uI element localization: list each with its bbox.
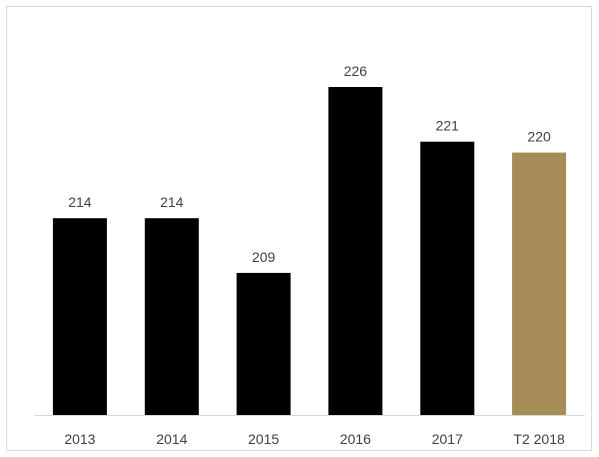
x-tick-label: 2014: [156, 431, 187, 447]
x-tick-label: 2017: [432, 431, 463, 447]
data-label: 221: [436, 118, 460, 134]
data-label: 226: [344, 63, 368, 79]
x-tick-labels-group: 2013 2014 2015 2016 2017 T2 2018: [64, 431, 565, 447]
bars-group: [52, 87, 567, 415]
bar-2013: [52, 218, 107, 415]
bar-2014: [144, 218, 199, 415]
bar-2017: [420, 141, 475, 415]
data-label: 214: [160, 194, 184, 210]
bar-2016: [328, 87, 383, 415]
x-tick-label: 2013: [64, 431, 95, 447]
bar-t2-2018: [512, 152, 567, 415]
data-label: 214: [68, 194, 92, 210]
x-tick-label: T2 2018: [513, 431, 565, 447]
data-label: 209: [252, 249, 276, 265]
x-tick-label: 2016: [340, 431, 371, 447]
value-labels-group: 214 214 209 226 221 220: [68, 63, 551, 265]
x-tick-label: 2015: [248, 431, 279, 447]
bar-2015: [236, 272, 291, 415]
data-label: 220: [527, 129, 551, 145]
